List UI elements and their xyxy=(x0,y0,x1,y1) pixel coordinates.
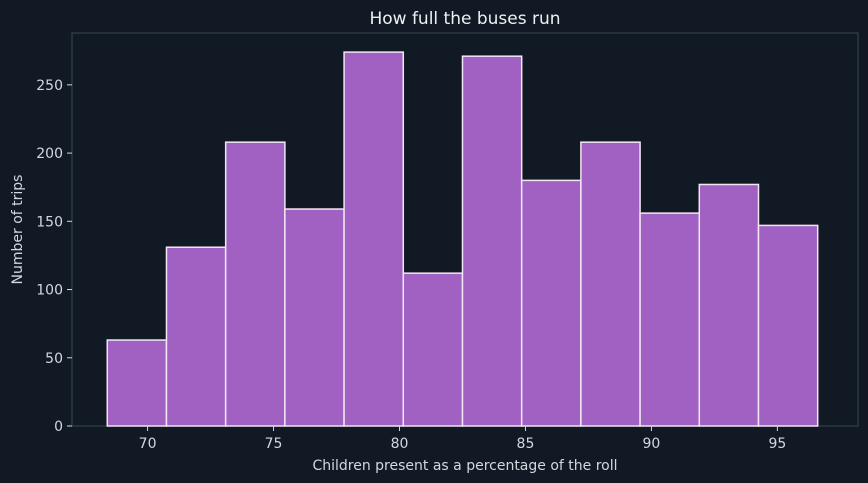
y-tick-label: 200 xyxy=(36,146,63,162)
x-tick-label: 70 xyxy=(139,436,157,452)
histogram-bar xyxy=(402,272,464,427)
histogram-bar xyxy=(106,339,168,427)
x-tick-label: 75 xyxy=(265,436,283,452)
x-axis-label: Children present as a percentage of the … xyxy=(312,458,617,474)
y-axis-label: Number of trips xyxy=(10,175,26,285)
x-tick-label: 90 xyxy=(643,436,661,452)
histogram-bar xyxy=(757,224,819,427)
histogram-bar xyxy=(343,51,405,427)
histogram-bar xyxy=(165,246,227,427)
x-tick-label: 80 xyxy=(391,436,409,452)
x-tick-label: 85 xyxy=(517,436,535,452)
histogram-bar xyxy=(639,212,701,427)
y-tick-label: 250 xyxy=(36,78,63,94)
chart-title: How full the buses run xyxy=(369,9,560,29)
x-tick-label: 95 xyxy=(768,436,786,452)
y-tick-label: 50 xyxy=(45,351,63,367)
y-tick-label: 100 xyxy=(36,283,63,299)
bars-group xyxy=(106,51,819,427)
histogram-bar xyxy=(284,208,345,427)
x-axis: 70 75 80 85 90 95 xyxy=(139,426,786,452)
y-axis: 0 50 100 150 200 250 xyxy=(36,78,72,435)
histogram-bar xyxy=(224,141,286,427)
histogram-bar xyxy=(580,141,641,427)
histogram-bar xyxy=(698,183,760,427)
y-tick-label: 0 xyxy=(54,419,63,435)
histogram-bar xyxy=(461,55,523,427)
y-tick-label: 150 xyxy=(36,214,63,230)
histogram-bar xyxy=(520,179,582,427)
